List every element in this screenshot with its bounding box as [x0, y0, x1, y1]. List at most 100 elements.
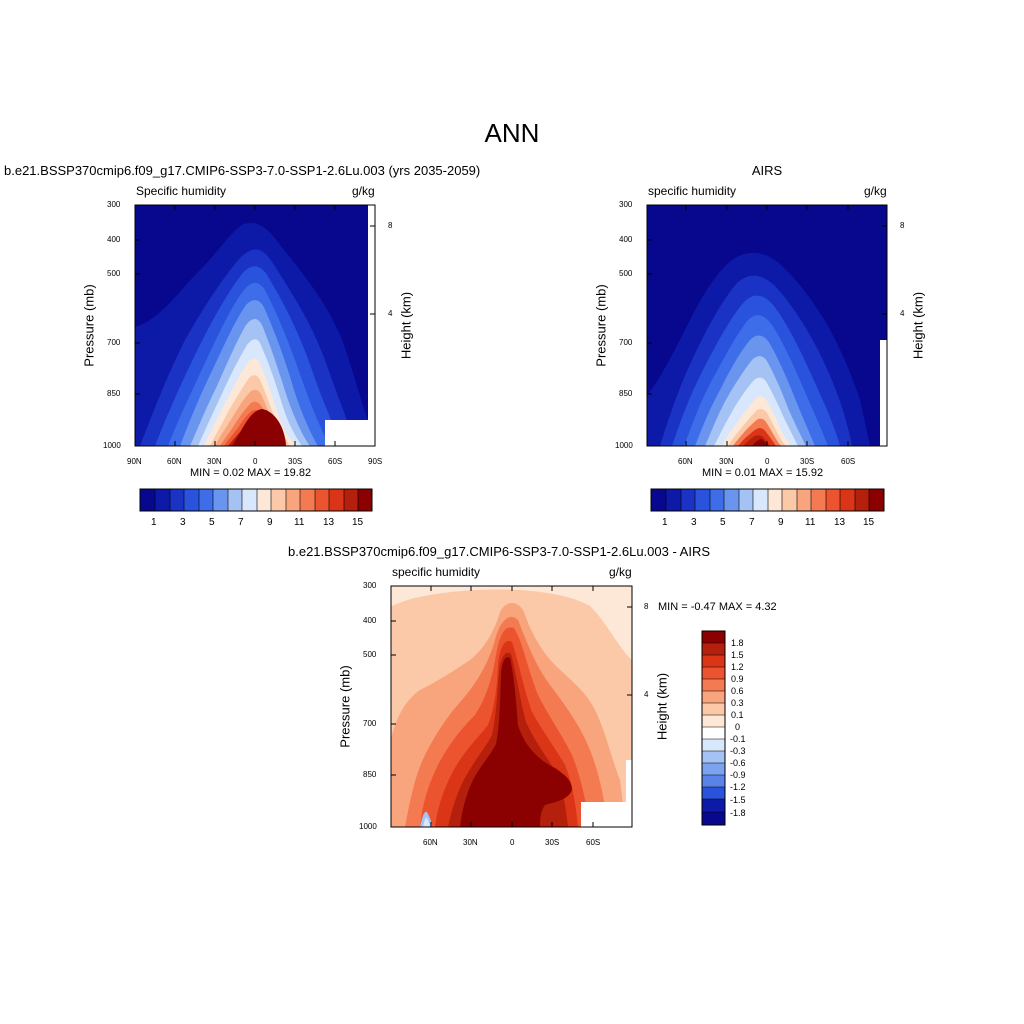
ref-ytick: 300: [619, 200, 633, 209]
diff-cbar-label: -0.6: [730, 758, 746, 768]
ref-xtick: 30S: [800, 457, 815, 466]
ref-cbar-label: 11: [805, 517, 816, 528]
ref-xtick: 0: [765, 457, 770, 466]
diff-panel-title: b.e21.BSSP370cmip6.f09_g17.CMIP6-SSP3-7.…: [288, 544, 711, 559]
diff-xtick: 60N: [423, 838, 438, 847]
diff-cbar-label: -1.5: [730, 795, 746, 805]
ref-min-max: MIN = 0.01 MAX = 15.92: [702, 467, 824, 479]
diff-cbar-label: 1.5: [731, 650, 744, 660]
test-cbar-label: 13: [323, 517, 335, 528]
diff-ytick: 500: [363, 650, 377, 659]
test-cbar-label: 7: [238, 517, 244, 528]
ref-cbar-label: 7: [749, 517, 755, 528]
ref-panel-title: AIRS: [751, 163, 783, 178]
diff-ytick: 300: [363, 581, 377, 590]
diff-cbar-label: -1.2: [730, 782, 746, 792]
test-xtick: 0: [253, 457, 258, 466]
diff-cbar-label: 0: [735, 722, 741, 732]
test-colorbar: [139, 488, 373, 512]
ref-cbar-label: 3: [691, 517, 697, 528]
test-ytick: 300: [107, 200, 121, 209]
test-ytick: 400: [107, 235, 121, 244]
diff-cbar-label: -0.1: [730, 734, 746, 744]
test-y2tick: 8: [388, 221, 393, 230]
ref-cbar-label: 15: [863, 517, 875, 528]
diff-ylabel: Pressure (mb): [337, 665, 353, 748]
diff-colorbar: [701, 630, 726, 826]
ref-cbar-label: 5: [720, 517, 726, 528]
diff-ytick: 1000: [359, 822, 377, 831]
test-min-max: MIN = 0.02 MAX = 19.82: [190, 467, 312, 479]
main-title: ANN: [484, 118, 540, 148]
ref-ylabel: Pressure (mb): [593, 284, 609, 367]
ref-xtick: 60N: [678, 457, 693, 466]
diff-y2tick: 8: [644, 602, 649, 611]
ref-ytick: 500: [619, 269, 633, 278]
test-ytick: 1000: [103, 441, 121, 450]
ref-cbar-label: 1: [662, 517, 668, 528]
test-contour-plot: [135, 205, 375, 446]
test-ytick: 850: [107, 389, 121, 398]
test-cbar-label: 11: [294, 517, 305, 528]
diff-contour-plot: [391, 586, 632, 827]
test-units-label: g/kg: [352, 184, 375, 198]
diff-xtick: 0: [510, 838, 515, 847]
test-cbar-label: 1: [151, 517, 157, 528]
test-xtick: 60S: [328, 457, 343, 466]
diff-cbar-label: -1.8: [730, 808, 746, 818]
test-ylabel: Pressure (mb): [81, 284, 97, 367]
test-tick-marks: [134, 204, 376, 447]
diff-cbar-label: 1.2: [731, 662, 744, 672]
test-y2tick: 4: [388, 309, 393, 318]
diff-cbar-label: -0.9: [730, 770, 746, 780]
test-ytick: 700: [107, 338, 121, 347]
ref-cbar-label: 13: [834, 517, 846, 528]
ref-cbar-label: 9: [778, 517, 784, 528]
test-cbar-label: 15: [352, 517, 364, 528]
diff-cbar-label: -0.3: [730, 746, 746, 756]
test-cbar-label: 5: [209, 517, 215, 528]
ref-ytick: 400: [619, 235, 633, 244]
diff-cbar-label: 1.8: [731, 638, 744, 648]
test-ytick: 500: [107, 269, 121, 278]
diff-xtick: 60S: [586, 838, 601, 847]
diff-cbar-label: 0.9: [731, 674, 744, 684]
test-variable-label: Specific humidity: [136, 184, 227, 198]
ref-contour-plot: [647, 205, 887, 446]
test-xtick: 90N: [127, 457, 142, 466]
ref-y2label: Height (km): [910, 291, 926, 360]
test-panel-title: b.e21.BSSP370cmip6.f09_g17.CMIP6-SSP3-7.…: [4, 163, 481, 178]
ref-colorbar: [650, 488, 885, 512]
ref-xtick: 30N: [719, 457, 734, 466]
diff-ytick: 700: [363, 719, 377, 728]
diff-ytick: 850: [363, 770, 377, 779]
test-cbar-label: 9: [267, 517, 273, 528]
diff-cbar-label: 0.6: [731, 686, 744, 696]
diff-variable-label: specific humidity: [392, 565, 481, 579]
ref-y2tick: 8: [900, 221, 905, 230]
ref-xtick: 60S: [841, 457, 856, 466]
diff-cbar-label: 0.1: [731, 710, 744, 720]
diff-xtick: 30N: [463, 838, 478, 847]
diff-min-max: MIN = -0.47 MAX = 4.32: [658, 601, 777, 613]
test-xtick: 30N: [207, 457, 222, 466]
diff-tick-marks: [391, 585, 632, 828]
diff-xtick: 30S: [545, 838, 560, 847]
diff-cbar-label: 0.3: [731, 698, 744, 708]
ref-ytick: 700: [619, 338, 633, 347]
ref-tick-marks: [647, 204, 887, 447]
test-xtick: 60N: [167, 457, 182, 466]
test-cbar-label: 3: [180, 517, 186, 528]
ref-variable-label: specific humidity: [648, 184, 737, 198]
ref-y2tick: 4: [900, 309, 905, 318]
diff-ytick: 400: [363, 616, 377, 625]
diff-y2label: Height (km): [654, 672, 670, 741]
test-xtick: 90S: [368, 457, 383, 466]
diff-y2tick: 4: [644, 690, 649, 699]
diff-units-label: g/kg: [609, 565, 632, 579]
test-y2label: Height (km): [398, 291, 414, 360]
ref-units-label: g/kg: [864, 184, 887, 198]
ref-ytick: 850: [619, 389, 633, 398]
test-xtick: 30S: [288, 457, 303, 466]
